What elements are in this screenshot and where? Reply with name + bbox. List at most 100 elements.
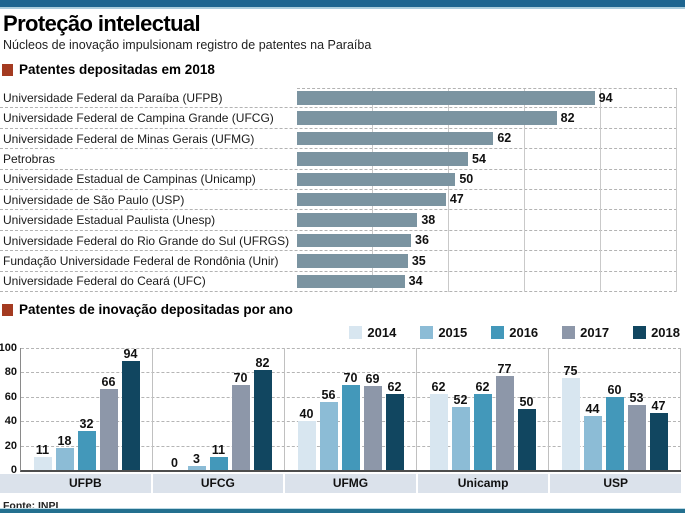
chart1-gridline	[676, 88, 677, 292]
chart2-value-label: 70	[343, 371, 358, 385]
page-title: Proteção intelectual	[3, 11, 201, 36]
chart2-gridline	[21, 348, 681, 349]
chart2-bar-wrap: 50	[517, 348, 536, 470]
legend-year-label: 2015	[438, 325, 468, 340]
chart1-category-label: Universidade de São Paulo (USP)	[3, 192, 185, 207]
chart2-bar	[583, 416, 602, 470]
section2-header: Patentes de inovação depositadas por ano	[2, 302, 685, 317]
chart1-value-label: 82	[560, 110, 575, 125]
chart2-value-label: 3	[193, 452, 200, 466]
chart2-value-label: 50	[519, 395, 534, 409]
chart2-value-label: 18	[57, 434, 72, 448]
chart2-group-USP: 75 44 60 53 47	[549, 348, 681, 470]
chart2-bar-wrap: 3	[187, 348, 206, 470]
category-band: UFPB UFCG UFMG Unicamp USP	[0, 474, 685, 493]
chart2-bar-wrap: 62	[473, 348, 492, 470]
chart2-value-label: 77	[497, 362, 512, 376]
chart1-category-label: Universidade Federal do Ceará (UFC)	[3, 274, 206, 289]
chart2-group-UFPB: 11 18 32 66 94	[21, 348, 153, 470]
chart1-bar-area: 38	[297, 210, 677, 229]
chart1-top-border	[297, 88, 677, 90]
legend-item: 2014	[349, 325, 396, 340]
y-axis-tick-label: 0	[10, 464, 17, 476]
chart2-bar-wrap: 62	[385, 348, 404, 470]
chart1-category-label: Universidade Federal do Rio Grande do Su…	[3, 233, 290, 248]
chart2-bar	[429, 394, 448, 470]
chart2-bar-wrap: 75	[561, 348, 580, 470]
chart2-group-UFCG: 0 3 11 70 82	[153, 348, 285, 470]
chart1-grid-overlay	[297, 88, 677, 292]
category-band-cell: UFCG	[152, 474, 284, 493]
legend-swatch	[562, 326, 576, 339]
chart2-value-label: 82	[255, 356, 270, 370]
chart2-group-Unicamp: 62 52 62 77 50	[417, 348, 549, 470]
chart2-bar	[605, 397, 624, 470]
chart1-bar	[297, 131, 494, 146]
chart1-bar-area: 54	[297, 149, 677, 168]
chart1-category-label: Universidade Federal de Campina Grande (…	[3, 111, 274, 126]
chart2-bar-wrap: 52	[451, 348, 470, 470]
chart1-row: Universidade Federal do Ceará (UFC) 34	[0, 272, 677, 292]
chart1-category-label: Fundação Universidade Federal de Rondôni…	[3, 253, 279, 268]
chart1-category-label: Universidade Federal de Minas Gerais (UF…	[3, 131, 255, 146]
chart1-category-label: Universidade Estadual de Campinas (Unica…	[3, 172, 256, 187]
chart2-bar-wrap: 70	[231, 348, 250, 470]
y-axis-tick-label: 40	[4, 415, 17, 428]
chart1-row: Universidade Federal da Paraíba (UFPB) 94	[0, 88, 677, 109]
top-accent-bar	[0, 0, 685, 9]
chart1-category-label: Universidade Federal da Paraíba (UFPB)	[3, 90, 223, 105]
chart1-row: Universidade Federal de Campina Grande (…	[0, 108, 677, 129]
chart2-bar	[77, 431, 96, 470]
category-band-cell: UFMG	[285, 474, 416, 493]
chart2-bar-wrap: 56	[319, 348, 338, 470]
chart2-value-label: 62	[431, 380, 446, 394]
chart1-row: Petrobras 54	[0, 149, 677, 170]
legend-item: 2015	[420, 325, 467, 340]
category-band-cell: UFPB	[20, 474, 151, 493]
category-band-cell: USP	[550, 474, 681, 493]
chart1-bar-area: 47	[297, 190, 677, 209]
legend-item: 2018	[633, 325, 680, 340]
chart2-bar	[627, 405, 646, 470]
chart2-bar	[209, 457, 228, 470]
chart1-bar-area: 50	[297, 170, 677, 189]
chart2-bar-wrap: 70	[341, 348, 360, 470]
chart1-bar	[297, 111, 557, 125]
chart2-bar-wrap: 77	[495, 348, 514, 470]
chart1-bar	[297, 274, 405, 289]
chart2-value-label: 66	[101, 375, 116, 389]
chart2-value-label: 52	[453, 393, 468, 407]
chart1-bar-area: 36	[297, 231, 677, 250]
chart2-value-label: 70	[233, 371, 248, 385]
chart1-bar	[297, 192, 446, 207]
chart1-row: Universidade Federal do Rio Grande do Su…	[0, 231, 677, 252]
chart1-bar	[297, 152, 468, 166]
chart2-bar-wrap: 47	[649, 348, 668, 470]
legend-swatch	[349, 326, 363, 339]
y-axis: 0 20 40 60 80 100	[0, 342, 20, 476]
chart2-gridline	[21, 372, 681, 374]
y-axis-tick-label: 100	[0, 342, 17, 354]
page-subtitle: Núcleos de inovação impulsionam registro…	[3, 38, 372, 53]
chart2-bar-wrap: 94	[121, 348, 140, 470]
legend-item: 2016	[491, 325, 538, 340]
chart1-bar	[297, 91, 595, 105]
y-axis-tick-label: 60	[4, 390, 17, 403]
chart2-bar	[561, 378, 580, 470]
plot-area: 11 18 32 66 94 0 3 11 70 82 40 56 70 69 62 62 52 62 77 50 75…	[20, 348, 681, 472]
chart2-bar	[473, 394, 492, 470]
chart2-value-label: 11	[211, 443, 226, 457]
chart1-row: Universidade Federal de Minas Gerais (UF…	[0, 129, 677, 150]
chart1-bar-area: 62	[297, 129, 677, 148]
chart2-bar	[187, 466, 206, 470]
chart1-row: Universidade Estadual de Campinas (Unica…	[0, 170, 677, 191]
legend-swatch	[491, 326, 505, 339]
chart2-bar	[363, 386, 382, 470]
chart2-bar-wrap: 60	[605, 348, 624, 470]
chart2-value-label: 53	[629, 391, 644, 405]
patents-2018-bar-chart: Universidade Federal da Paraíba (UFPB) 94…	[0, 88, 685, 292]
chart2-bar	[121, 361, 140, 470]
chart2-bar	[517, 409, 536, 470]
chart1-bar	[297, 172, 456, 187]
chart2-value-label: 75	[563, 364, 578, 378]
